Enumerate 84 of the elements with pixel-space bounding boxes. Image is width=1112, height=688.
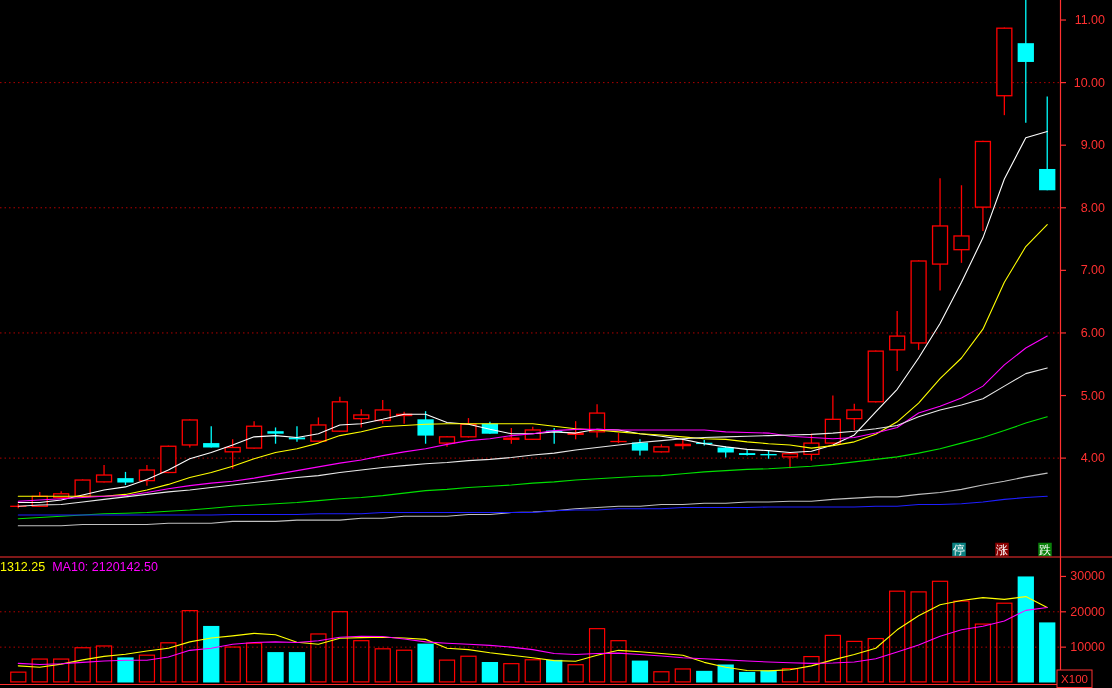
bar: [803, 655, 820, 683]
bar: [996, 602, 1013, 683]
bar: [717, 664, 734, 683]
candlestick: [374, 399, 391, 425]
bar: [74, 647, 91, 683]
bar: [10, 671, 27, 683]
y-tick-label: 10000: [1070, 640, 1106, 655]
bar: [438, 659, 456, 683]
bar: [588, 628, 606, 683]
y-axis-title: X100: [1061, 673, 1088, 686]
candlestick: [953, 184, 970, 264]
candlestick: [1039, 95, 1056, 191]
bar: [910, 591, 927, 683]
text: MA10: 2120142.50: [52, 559, 158, 574]
y-tick-label: 8.00: [1080, 200, 1106, 215]
candlestick: [889, 310, 906, 372]
y-tick-label: 7.00: [1080, 263, 1106, 278]
candlestick: [417, 410, 434, 445]
bar: [653, 671, 670, 683]
bar: [1039, 622, 1056, 683]
line-series: [17, 596, 1048, 672]
bar: [224, 646, 241, 683]
y-tick-label: 9.00: [1080, 138, 1106, 153]
y-tick-label: 4.00: [1080, 451, 1106, 466]
candlestick: [781, 452, 799, 469]
y-tick-label: 30000: [1070, 569, 1106, 584]
bar: [524, 659, 541, 683]
bar: [696, 670, 713, 683]
bar: [288, 652, 306, 683]
bar: [181, 610, 198, 683]
annotation: 停: [953, 543, 965, 557]
bar: [31, 658, 48, 683]
bar: [546, 659, 563, 683]
bar: [460, 655, 477, 683]
bar: [889, 590, 906, 683]
bar: [331, 611, 348, 683]
bar: [396, 649, 413, 683]
bar: [481, 662, 499, 683]
bar: [674, 668, 691, 683]
y-tick-label: 20000: [1070, 604, 1106, 619]
bar: [503, 663, 520, 683]
candlestick: [846, 403, 863, 431]
bar: [760, 670, 777, 683]
y-tick-label: 6.00: [1080, 325, 1106, 340]
y-tick-label: 5.00: [1080, 388, 1106, 403]
bar: [610, 640, 627, 683]
bar: [974, 623, 992, 683]
bar: [567, 664, 584, 683]
candlestick: [353, 408, 370, 429]
annotation: 涨: [996, 543, 1008, 557]
bar: [374, 648, 391, 683]
bar: [738, 671, 756, 683]
bar: [781, 668, 799, 683]
bar: [138, 654, 156, 683]
bar: [267, 652, 284, 683]
text: 1312.25: [0, 559, 46, 574]
candlestick: [245, 420, 263, 450]
annotation: 跌: [1039, 543, 1051, 557]
line-series: [17, 495, 1048, 516]
bar: [245, 642, 263, 683]
bar: [953, 600, 970, 683]
line-series: [17, 367, 1048, 507]
bar: [931, 580, 949, 683]
y-tick-label: 11.00: [1074, 13, 1106, 28]
candlestick: [138, 464, 156, 487]
line-series: [17, 416, 1048, 520]
bar: [824, 634, 842, 683]
candlestick: [738, 448, 756, 457]
bar: [160, 642, 177, 683]
bar: [1017, 576, 1034, 683]
bar: [310, 633, 327, 683]
bar: [417, 643, 434, 683]
bar: [353, 640, 370, 683]
bar: [203, 625, 220, 683]
bar: [846, 640, 863, 683]
bar: [95, 645, 113, 683]
bar: [867, 637, 884, 683]
bar: [631, 660, 649, 683]
line-series: [17, 607, 1048, 666]
bar: [117, 657, 134, 683]
candlestick: [1017, 0, 1034, 124]
line-series: [17, 472, 1048, 527]
bar: [53, 658, 70, 683]
y-tick-label: 10.00: [1073, 75, 1106, 90]
